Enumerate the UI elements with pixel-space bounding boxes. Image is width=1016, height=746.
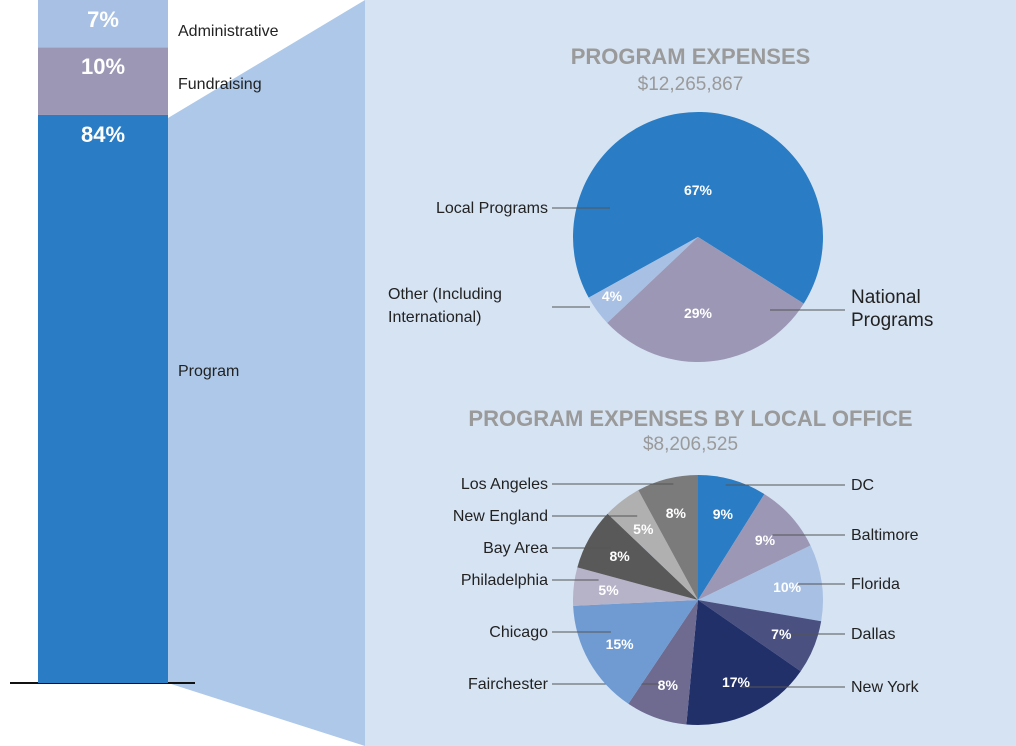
slice-name: Dallas — [851, 626, 896, 643]
chart-title: PROGRAM EXPENSES — [570, 44, 811, 69]
slice-name: New England — [452, 508, 548, 525]
pie-slice — [577, 513, 698, 600]
slice-label: 15% — [605, 636, 634, 653]
segment-name: Fundraising — [178, 76, 262, 93]
slice-label: 5% — [633, 520, 654, 537]
slice-label: 8% — [665, 504, 686, 521]
pie-slice — [698, 494, 811, 600]
slice-name: Other (Including International) — [388, 286, 502, 326]
slice-label: 29% — [683, 305, 713, 321]
pie-slice — [628, 600, 698, 725]
slice-name: Philadelphia — [460, 572, 548, 589]
slice-name: Bay Area — [483, 540, 548, 557]
slice-label: 67% — [683, 182, 713, 198]
pie-slice — [607, 490, 698, 600]
slice-label: 8% — [657, 676, 678, 693]
slice-label: 17% — [721, 673, 750, 690]
slice-name: National Programs — [851, 287, 934, 331]
pie-slice — [573, 567, 698, 606]
segment-name: Program — [178, 363, 240, 380]
bar-segment — [38, 0, 168, 48]
pie-slice — [698, 600, 822, 672]
pie-slice — [573, 112, 823, 304]
slice-name: DC — [851, 477, 875, 494]
pie-slice — [638, 475, 698, 600]
segment-label: 7% — [87, 7, 119, 32]
pie-slice — [573, 600, 698, 704]
slice-name: Local Programs — [435, 200, 548, 217]
slice-label: 7% — [771, 626, 792, 643]
slice-label: 9% — [712, 505, 733, 522]
segment-label: 10% — [80, 54, 126, 80]
slice-label: 5% — [598, 582, 619, 599]
pie-slice — [698, 475, 765, 600]
chart-subtitle: $8,206,525 — [642, 434, 739, 455]
pie-slice — [607, 237, 804, 363]
slice-name: Florida — [851, 576, 900, 593]
bar-segment — [38, 47, 168, 115]
slice-label: 8% — [609, 547, 630, 564]
pie-slice — [588, 237, 698, 323]
slice-name: Los Angeles — [460, 476, 548, 493]
slice-name: Fairchester — [467, 676, 548, 693]
slice-label: 4% — [601, 288, 623, 304]
slice-name: Baltimore — [851, 527, 919, 544]
pie-slice — [686, 600, 801, 725]
slice-name: Chicago — [489, 624, 548, 641]
chart-subtitle: $12,265,867 — [637, 74, 744, 95]
connector — [168, 0, 365, 746]
pie-slice — [698, 545, 824, 622]
chart-title: PROGRAM EXPENSES BY LOCAL OFFICE — [468, 406, 913, 431]
slice-label: 10% — [773, 579, 802, 596]
slice-label: 9% — [754, 531, 776, 548]
segment-name: Administrative — [178, 23, 279, 40]
slice-name: New York — [851, 679, 919, 696]
segment-label: 84% — [80, 121, 126, 147]
bar-segment — [38, 114, 168, 684]
